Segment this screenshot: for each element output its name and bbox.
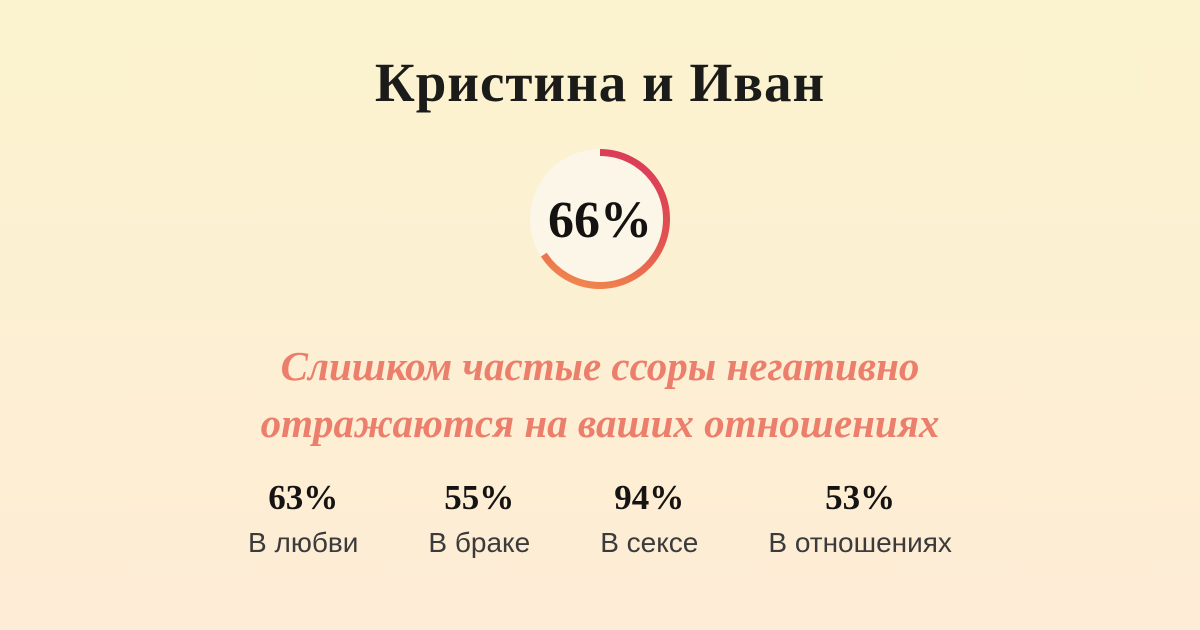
stat-label: В любви	[248, 527, 359, 558]
stats-row: 63% В любви 55% В браке 94% В сексе 53% …	[0, 478, 1200, 558]
stat-value: 63%	[268, 478, 339, 517]
message-line: отражаются на ваших отношениях	[260, 400, 940, 446]
stat-value: 55%	[444, 478, 515, 517]
stat-love: 63% В любви	[248, 478, 358, 558]
stat-marriage: 55% В браке	[428, 478, 530, 558]
message-line: Слишком частые ссоры негативно	[280, 343, 920, 389]
compatibility-gauge: 66%	[530, 149, 670, 289]
stat-sex: 94% В сексе	[600, 478, 698, 558]
gauge-disc	[530, 149, 670, 289]
gauge-ring-chart	[530, 149, 670, 289]
gauge-percent-value: 66%	[548, 191, 652, 249]
couple-names-title: Кристина и Иван	[374, 52, 826, 113]
stat-value: 94%	[614, 478, 685, 517]
stat-relationship: 53% В отношениях	[768, 478, 952, 558]
gauge-progress-arc	[540, 149, 670, 289]
stat-label: В сексе	[600, 527, 699, 558]
stat-value: 53%	[825, 478, 896, 517]
stat-label: В отношениях	[768, 527, 952, 558]
stat-label: В браке	[428, 527, 531, 558]
compatibility-message: Слишком частые ссоры негативно отражаютс…	[0, 338, 1200, 452]
